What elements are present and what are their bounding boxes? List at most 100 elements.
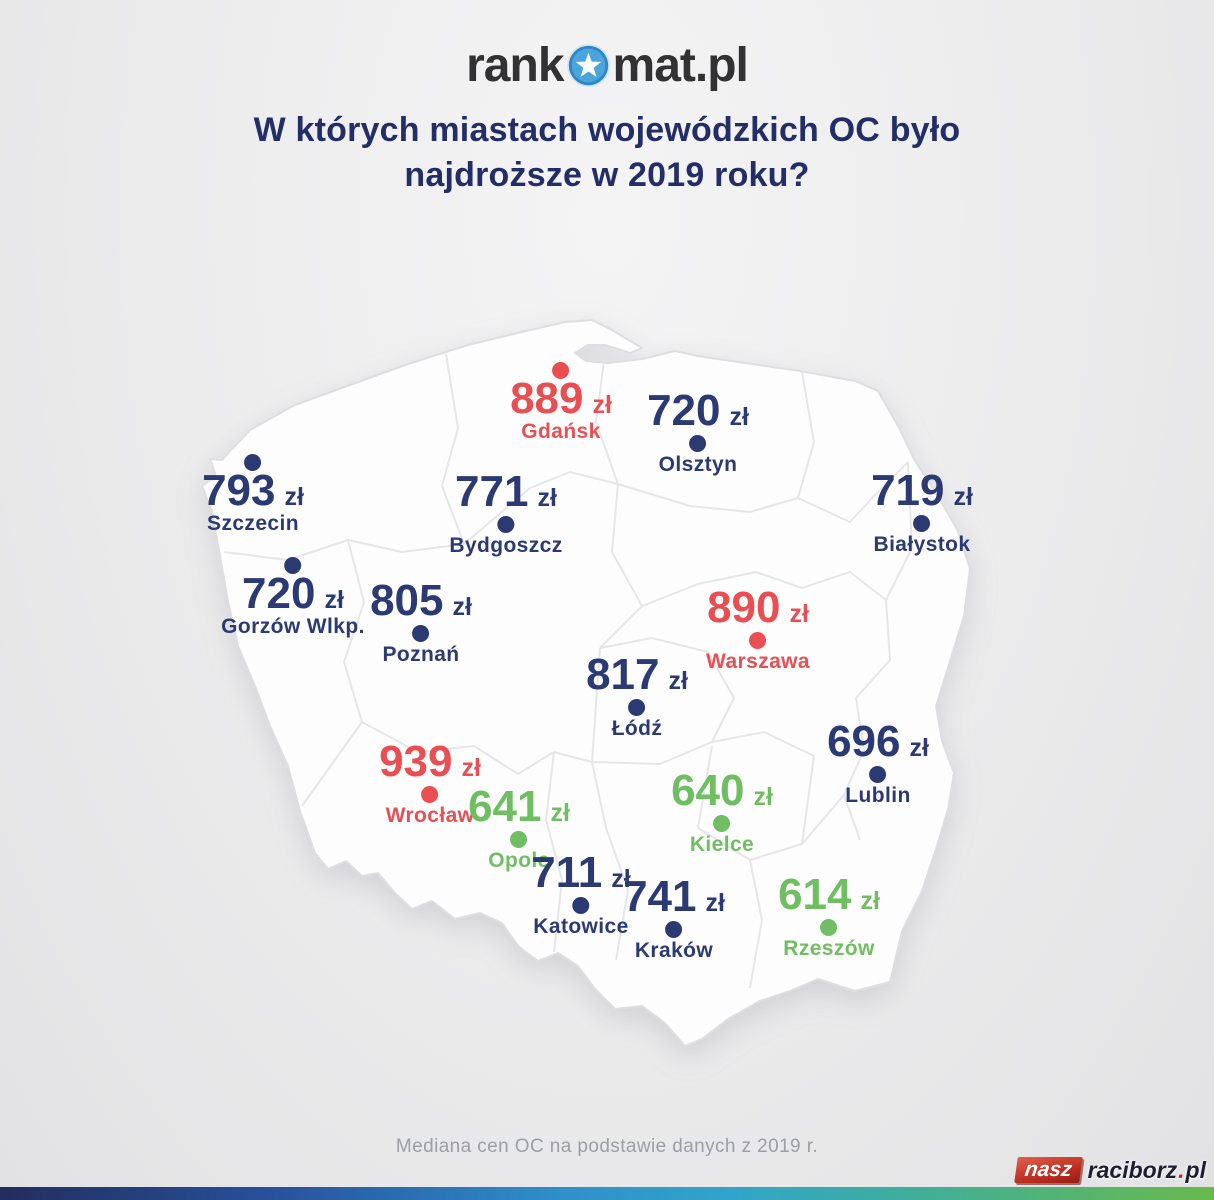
logo-text-matpl: mat.pl: [612, 39, 749, 92]
city-price: 720 zł: [647, 389, 749, 433]
city-name: Rzeszów: [783, 937, 875, 960]
city-price-value: 711: [531, 848, 603, 897]
city-name: Opole: [488, 849, 550, 872]
city-dot-icon: [869, 766, 887, 783]
city-price-currency: zł: [705, 889, 725, 917]
bottom-gradient-bar: [0, 1187, 1214, 1200]
logo-text-rank: rank: [466, 39, 564, 92]
naszraciborz-dot: .: [1178, 1156, 1185, 1183]
city-marker: 889 zł Gdańsk: [510, 362, 612, 443]
city-dot-icon: [749, 632, 767, 649]
city-marker: 641 zł Opole: [468, 785, 570, 872]
city-dot-icon: [412, 625, 430, 642]
country-border: [201, 319, 971, 1047]
rankomat-logo: rank mat.pl: [0, 38, 1214, 93]
city-name: Katowice: [533, 915, 629, 938]
city-marker: 720 zł Olsztyn: [647, 389, 749, 476]
city-dot-icon: [244, 454, 262, 471]
city-marker: 890 zł Warszawa: [706, 583, 810, 673]
city-dot-icon: [510, 831, 528, 848]
city-dot-icon: [689, 435, 707, 452]
city-price-value: 889: [510, 374, 584, 423]
city-dot-icon: [628, 699, 646, 716]
naszraciborz-box: nasz: [1014, 1157, 1083, 1183]
city-name: Kraków: [634, 939, 714, 962]
city-price-value: 793: [202, 466, 276, 515]
city-marker: 711 zł Katowice: [531, 848, 631, 938]
city-price-currency: zł: [537, 484, 557, 512]
city-price: 641 zł: [468, 785, 570, 829]
city-dot-icon: [552, 362, 570, 379]
city-dot-icon: [820, 919, 838, 936]
city-name: Gorzów Wlkp.: [221, 615, 365, 638]
city-name: Białystok: [873, 533, 971, 556]
page-title-line1: W których miastach wojewódzkich OC było: [253, 111, 961, 149]
city-marker: 614 zł Rzeszów: [778, 870, 880, 960]
city-name: Bydgoszcz: [449, 534, 563, 557]
city-price: 720 zł: [242, 569, 344, 618]
city-marker: 719 zł Białystok: [871, 469, 973, 556]
city-dot-icon: [572, 897, 590, 914]
city-price-currency: zł: [611, 865, 631, 893]
city-price: 805 zł: [370, 579, 472, 623]
star-in-circle-icon: [566, 44, 610, 87]
city-price-currency: zł: [860, 887, 880, 915]
city-price-currency: zł: [284, 483, 304, 511]
city-marker: 741 zł Kraków: [623, 872, 725, 962]
city-price-value: 890: [707, 583, 781, 632]
naszraciborz-text: raciborz.pl: [1088, 1157, 1206, 1184]
city-price: 614 zł: [778, 870, 880, 919]
page-title: W których miastach wojewódzkich OC było …: [0, 108, 1214, 198]
city-marker: 793 zł Szczecin: [202, 454, 304, 535]
city-marker: 720 zł Gorzów Wlkp.: [221, 557, 365, 638]
city-price: 719 zł: [871, 469, 973, 513]
city-name: Poznań: [382, 643, 460, 666]
city-price-value: 640: [671, 766, 745, 815]
city-price-currency: zł: [461, 754, 481, 782]
city-marker: 817 zł Łódź: [586, 650, 688, 740]
city-price-value: 939: [379, 737, 453, 786]
city-price: 817 zł: [586, 650, 688, 699]
city-price-value: 614: [778, 870, 852, 919]
city-price: 771 zł: [455, 467, 557, 516]
city-dot-icon: [497, 516, 515, 533]
city-price-currency: zł: [909, 734, 929, 762]
city-price: 711 zł: [531, 848, 631, 897]
star-icon: [566, 43, 611, 88]
city-dot-icon: [665, 921, 683, 938]
city-price-currency: zł: [668, 667, 688, 695]
city-price-value: 741: [623, 872, 697, 921]
city-name: Szczecin: [207, 512, 299, 535]
city-dot-icon: [421, 786, 439, 803]
city-marker: 939 zł Wrocław: [379, 737, 481, 827]
city-price: 741 zł: [623, 872, 725, 921]
city-price-value: 696: [827, 717, 901, 766]
city-price: 640 zł: [671, 766, 773, 815]
naszraciborz-site: raciborz: [1087, 1156, 1178, 1183]
city-price-currency: zł: [729, 403, 749, 431]
city-dot-icon: [913, 515, 931, 532]
city-name: Łódź: [611, 717, 663, 740]
city-name: Lublin: [845, 784, 911, 807]
city-dot-icon: [713, 815, 731, 832]
city-price: 793 zł: [202, 466, 304, 515]
city-marker: 696 zł Lublin: [827, 717, 929, 807]
city-name: Wrocław: [385, 804, 475, 827]
city-name: Olsztyn: [658, 453, 738, 476]
city-price-value: 720: [242, 569, 316, 618]
city-price-currency: zł: [789, 600, 809, 628]
naszraciborz-tld: pl: [1185, 1156, 1206, 1183]
city-marker: 640 zł Kielce: [671, 766, 773, 856]
city-price: 889 zł: [510, 374, 612, 423]
page-title-line2: najdroższe w 2019 roku?: [404, 156, 810, 194]
city-price-value: 771: [455, 467, 529, 516]
city-price-currency: zł: [550, 799, 570, 827]
city-price-currency: zł: [324, 586, 344, 614]
city-price-currency: zł: [753, 783, 773, 811]
city-name: Gdańsk: [521, 420, 601, 443]
voivodeship-borders: [223, 353, 913, 989]
city-marker: 805 zł Poznań: [370, 579, 472, 666]
city-price-value: 817: [586, 650, 660, 699]
city-name: Kielce: [689, 833, 755, 856]
